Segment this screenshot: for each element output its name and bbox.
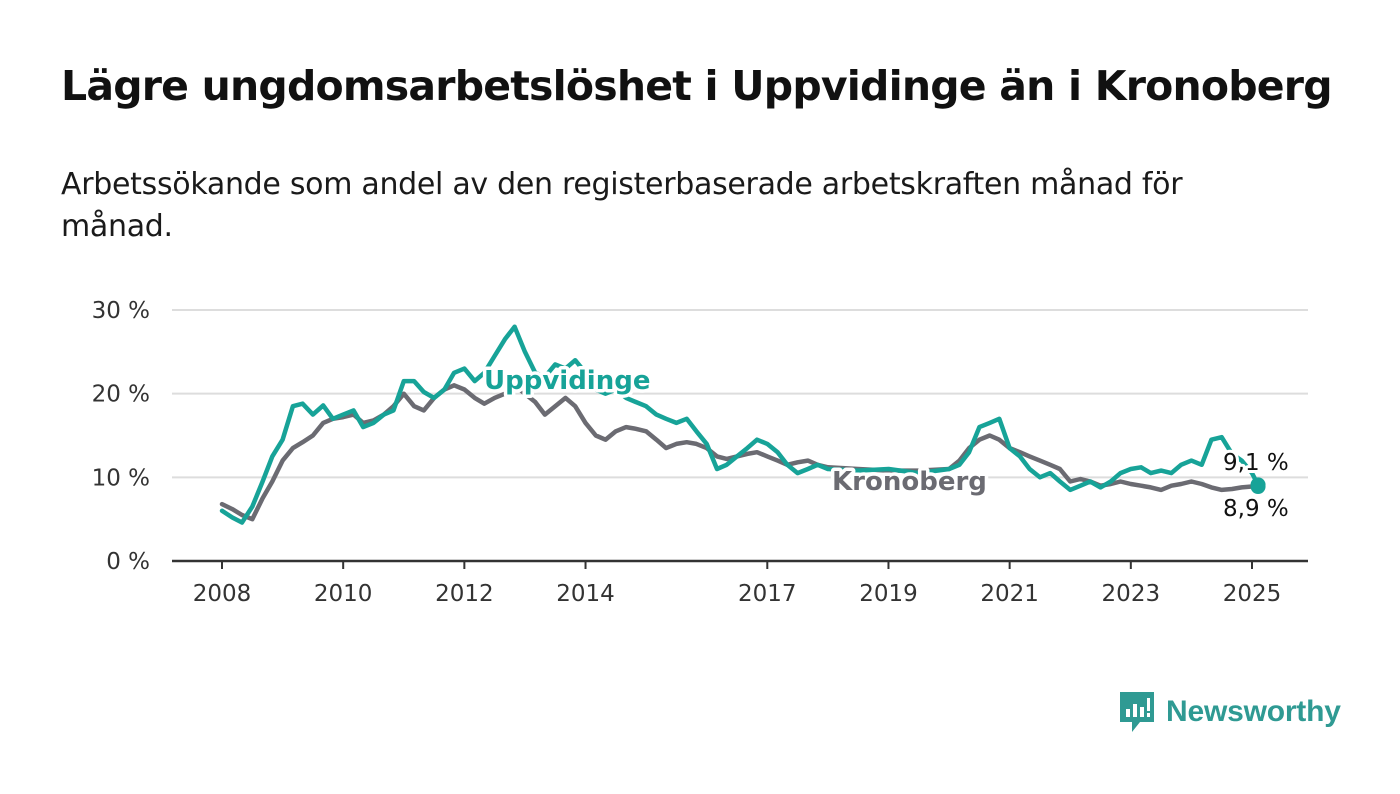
x-tick-label: 2021 [980,581,1039,607]
x-tick-label: 2010 [314,581,373,607]
x-tick-label: 2014 [556,581,615,607]
series-label-kronoberg: Kronoberg [832,467,987,497]
x-tick-label: 2025 [1223,581,1282,607]
series-line-uppvidinge [219,324,1261,525]
end-point-kronoberg [1250,479,1266,495]
y-tick-label: 20 % [92,382,150,408]
series-label-uppvidinge: Uppvidinge [484,366,650,396]
chart-labels: Uppvidinge Kronoberg 9,1 % 8,9 % [481,363,1292,526]
brand-name: Newsworthy [1166,695,1341,728]
x-tick-label: 2019 [859,581,918,607]
x-tick-label: 2017 [738,581,797,607]
x-tick-label: 2008 [193,581,252,607]
series-lines [219,324,1266,525]
newsworthy-logo-icon [1120,692,1154,732]
chart-subtitle: Arbetssökande som andel av den registerb… [61,167,1183,244]
end-value-uppvidinge: 9,1 % [1223,450,1289,476]
y-tick-label: 10 % [92,465,150,491]
chart-title: Lägre ungdomsarbetslöshet i Uppvidinge ä… [61,62,1333,110]
end-value-kronoberg: 8,9 % [1223,496,1289,522]
x-tick-label: 2012 [435,581,494,607]
x-tick-label: 2023 [1102,581,1161,607]
newsworthy-brand: Newsworthy [1118,690,1341,734]
y-tick-label: 0 % [106,549,150,575]
y-tick-label: 30 % [92,298,150,324]
axes: 0 % 10 % 20 % 30 % 2008 2010 2012 2014 2017 2019 2… [92,298,1308,607]
